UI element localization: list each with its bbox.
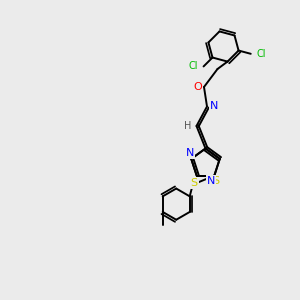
Text: Cl: Cl [256,49,266,59]
Text: N: N [185,148,194,158]
Text: S: S [212,176,219,186]
Text: N: N [209,101,218,112]
Text: S: S [191,178,198,188]
Text: O: O [193,82,202,92]
Text: H: H [184,121,192,131]
Text: Cl: Cl [189,61,198,71]
Text: N: N [207,176,215,186]
